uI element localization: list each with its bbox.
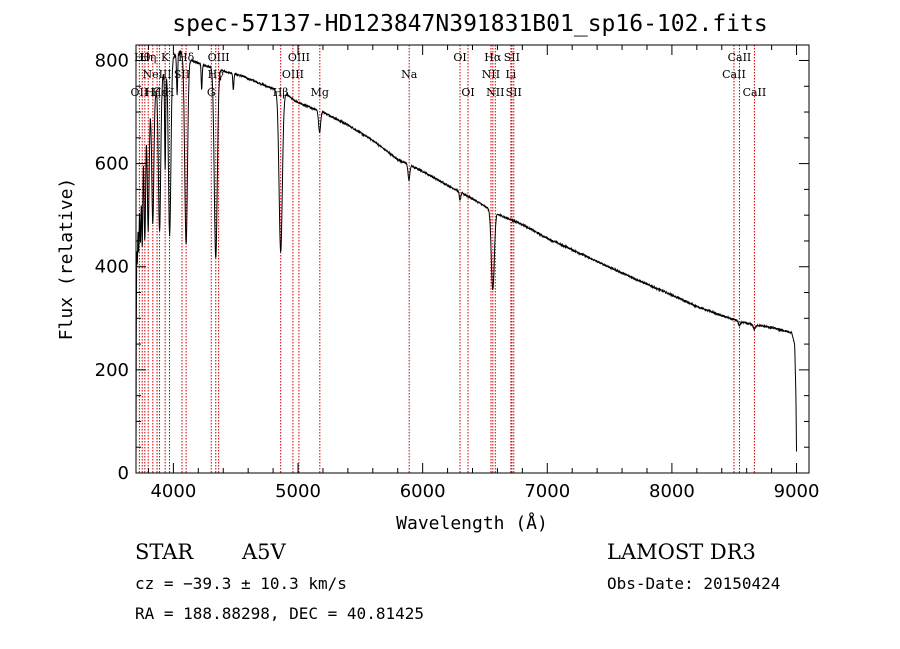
spectral-line-label: OIII (282, 68, 304, 81)
spectral-line-label: Mg (311, 86, 329, 99)
coordinates-text: RA = 188.88298, DEC = 40.81425 (135, 604, 424, 623)
y-tick-label: 800 (95, 50, 129, 71)
object-class: STAR (135, 540, 194, 564)
x-tick-label: 8000 (649, 481, 695, 502)
spectral-line-label: NII (482, 68, 500, 81)
spectral-line-label: OI (461, 86, 474, 99)
y-axis: 0 200 400 600 800 (95, 50, 809, 484)
obs-date-text: Obs-Date: 20150424 (607, 574, 781, 593)
plot-frame (135, 44, 810, 474)
spectral-line-label: OI (453, 51, 466, 64)
spectral-line-label: Hβ (273, 86, 289, 99)
spectrum-line (135, 50, 798, 473)
x-tick-label: 7000 (524, 481, 570, 502)
y-axis-label: Flux (relative) (56, 178, 77, 341)
redshift-text: cz = −39.3 ± 10.3 km/s (135, 574, 347, 593)
spectral-line-label: OII (131, 86, 149, 99)
chart-title: spec-57137-HD123847N391831B01_sp16-102.f… (172, 11, 767, 37)
spectral-line-markers: OIIHθHηHζNeIIIHεKHSIIHδGHγOIIIHβOIIIOIII… (131, 45, 767, 473)
y-tick-label: 600 (95, 154, 129, 175)
x-axis-label: Wavelength (Å) (396, 512, 548, 534)
x-tick-label: 6000 (400, 481, 446, 502)
x-tick-label: 4000 (150, 481, 196, 502)
spectral-line-label: CaII (743, 86, 767, 99)
spectral-line-label: Hα (484, 51, 502, 64)
spectral-line-label: SII (504, 51, 520, 64)
spectral-line-label: G (207, 86, 216, 99)
spectral-line-label: Li (505, 68, 516, 81)
spectral-line-label: Na (401, 68, 418, 81)
survey-name: LAMOST DR3 (607, 540, 756, 564)
spectral-line-label: OIII (288, 51, 310, 64)
spectral-line-label: H (165, 86, 175, 99)
spectral-line-label: OIII (208, 51, 230, 64)
x-tick-label: 9000 (774, 481, 820, 502)
x-tick-label: 5000 (275, 481, 321, 502)
object-subclass: A5V (242, 540, 286, 564)
spectral-line-label: CaII (728, 51, 752, 64)
spectral-line-label: SII (506, 86, 522, 99)
y-tick-label: 0 (118, 463, 129, 484)
x-axis: 4000 5000 6000 7000 8000 9000 (147, 45, 820, 502)
y-tick-label: 400 (95, 257, 129, 278)
spectral-line-label: NeIII (142, 68, 171, 81)
spectral-line-label: Hη (140, 51, 156, 64)
y-tick-label: 200 (95, 360, 129, 381)
spectral-line-label: NII (486, 86, 504, 99)
spectral-line-label: K (161, 51, 170, 64)
spectral-line-label: CaII (722, 68, 746, 81)
